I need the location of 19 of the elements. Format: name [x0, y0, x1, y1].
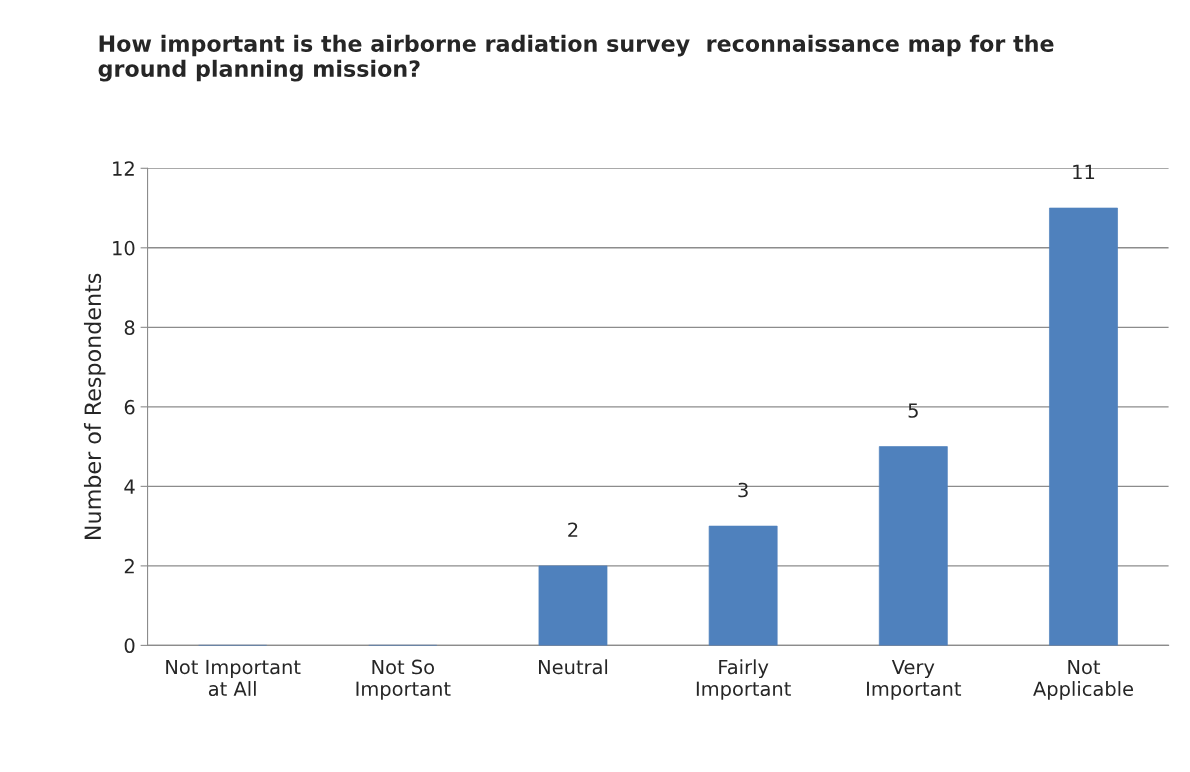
chart-title: How important is the airborne radiation survey reconnaissance map for the ground planning mission? [98, 34, 1054, 82]
x-tick-label: Not Applicable [1033, 659, 1134, 700]
x-tick-label: Not So Important [356, 659, 451, 700]
x-tick-label: Fairly Important [696, 659, 791, 700]
y-tick-label: 6 [124, 399, 135, 415]
data-label: 3 [738, 482, 748, 498]
y-tick-label: 10 [113, 240, 135, 256]
y-tick-label: 8 [124, 320, 135, 335]
y-axis-title: Number of Respondents [83, 273, 106, 539]
data-label: 11 [1073, 164, 1095, 180]
y-tick-label: 12 [113, 161, 134, 176]
x-tick-label: Very Important [867, 659, 962, 700]
x-tick-label: Not Important at All [166, 659, 301, 697]
data-label: 2 [568, 522, 578, 537]
data-label: 5 [908, 403, 918, 418]
x-tick-label: Neutral [539, 659, 608, 675]
y-tick-label: 2 [124, 558, 134, 574]
y-tick-label: 0 [124, 638, 135, 654]
y-tick-label: 4 [124, 479, 135, 494]
